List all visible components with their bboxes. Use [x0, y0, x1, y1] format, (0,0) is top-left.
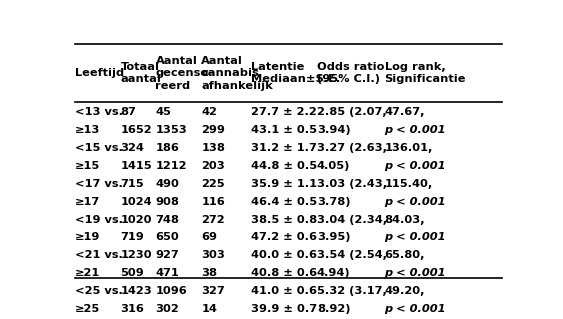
Text: 186: 186 [155, 143, 180, 153]
Text: Totaal
aantal: Totaal aantal [120, 62, 162, 85]
Text: Aantal
gecenso-
reerd: Aantal gecenso- reerd [155, 56, 213, 91]
Text: 31.2 ± 1.7: 31.2 ± 1.7 [252, 143, 318, 153]
Text: 1353: 1353 [155, 125, 187, 135]
Text: 1096: 1096 [155, 286, 187, 296]
Text: 47.2 ± 0.6: 47.2 ± 0.6 [252, 233, 318, 242]
Text: p < 0.001: p < 0.001 [385, 268, 446, 278]
Text: 471: 471 [155, 268, 179, 278]
Text: 136.01,: 136.01, [385, 143, 433, 153]
Text: ≥25: ≥25 [75, 304, 100, 314]
Text: 116: 116 [202, 197, 225, 207]
Text: 324: 324 [120, 143, 145, 153]
Text: 38.5 ± 0.8: 38.5 ± 0.8 [252, 215, 318, 225]
Text: 3.04 (2.34,: 3.04 (2.34, [317, 215, 387, 225]
Text: Aantal
cannabis
afhankelijk: Aantal cannabis afhankelijk [202, 56, 273, 91]
Text: 138: 138 [202, 143, 225, 153]
Text: 715: 715 [120, 179, 144, 189]
Text: 327: 327 [202, 286, 225, 296]
Text: Latentie
Mediaan±S.E.: Latentie Mediaan±S.E. [252, 62, 341, 85]
Text: ≥15: ≥15 [75, 161, 100, 171]
Text: 39.9 ± 0.7: 39.9 ± 0.7 [252, 304, 318, 314]
Text: 44.8 ± 0.5: 44.8 ± 0.5 [252, 161, 318, 171]
Text: 1230: 1230 [120, 250, 152, 260]
Text: 43.1 ± 0.5: 43.1 ± 0.5 [252, 125, 318, 135]
Text: 87: 87 [120, 107, 136, 117]
Text: 35.9 ± 1.1: 35.9 ± 1.1 [252, 179, 318, 189]
Text: 65.80,: 65.80, [385, 250, 425, 260]
Text: <21 vs.: <21 vs. [75, 250, 123, 260]
Text: p < 0.001: p < 0.001 [385, 161, 446, 171]
Text: 316: 316 [120, 304, 145, 314]
Text: Odds ratio
(95% C.I.): Odds ratio (95% C.I.) [317, 62, 385, 85]
Text: 42: 42 [202, 107, 217, 117]
Text: 69: 69 [202, 233, 217, 242]
Text: <19 vs.: <19 vs. [75, 215, 123, 225]
Text: 302: 302 [155, 304, 179, 314]
Text: 3.03 (2.43,: 3.03 (2.43, [317, 179, 387, 189]
Text: 509: 509 [120, 268, 144, 278]
Text: 908: 908 [155, 197, 180, 207]
Text: 490: 490 [155, 179, 180, 189]
Text: 45: 45 [155, 107, 171, 117]
Text: Leeftijd: Leeftijd [75, 68, 124, 78]
Text: 5.32 (3.17,: 5.32 (3.17, [317, 286, 387, 296]
Text: 27.7 ± 2.2: 27.7 ± 2.2 [252, 107, 317, 117]
Text: 49.20,: 49.20, [385, 286, 425, 296]
Text: 272: 272 [202, 215, 225, 225]
Text: 1415: 1415 [120, 161, 152, 171]
Text: 40.0 ± 0.6: 40.0 ± 0.6 [252, 250, 318, 260]
Text: 303: 303 [202, 250, 225, 260]
Text: 1020: 1020 [120, 215, 152, 225]
Text: <15 vs.: <15 vs. [75, 143, 123, 153]
Text: 40.8 ± 0.6: 40.8 ± 0.6 [252, 268, 318, 278]
Text: 203: 203 [202, 161, 225, 171]
Text: <13 vs.: <13 vs. [75, 107, 123, 117]
Text: 3.95): 3.95) [317, 233, 350, 242]
Text: 3.54 (2.54,: 3.54 (2.54, [317, 250, 387, 260]
Text: 299: 299 [202, 125, 225, 135]
Text: <25 vs.: <25 vs. [75, 286, 123, 296]
Text: 3.94): 3.94) [317, 125, 351, 135]
Text: 41.0 ± 0.6: 41.0 ± 0.6 [252, 286, 318, 296]
Text: 1652: 1652 [120, 125, 152, 135]
Text: p < 0.001: p < 0.001 [385, 304, 446, 314]
Text: 46.4 ± 0.5: 46.4 ± 0.5 [252, 197, 318, 207]
Text: Log rank,
Significantie: Log rank, Significantie [385, 62, 466, 85]
Text: 748: 748 [155, 215, 180, 225]
Text: <17 vs.: <17 vs. [75, 179, 123, 189]
Text: 1212: 1212 [155, 161, 187, 171]
Text: p < 0.001: p < 0.001 [385, 125, 446, 135]
Text: 1423: 1423 [120, 286, 153, 296]
Text: ≥21: ≥21 [75, 268, 100, 278]
Text: 719: 719 [120, 233, 144, 242]
Text: p < 0.001: p < 0.001 [385, 233, 446, 242]
Text: 927: 927 [155, 250, 179, 260]
Text: 4.05): 4.05) [317, 161, 350, 171]
Text: 4.94): 4.94) [317, 268, 351, 278]
Text: 2.85 (2.07,: 2.85 (2.07, [317, 107, 387, 117]
Text: ≥19: ≥19 [75, 233, 100, 242]
Text: ≥17: ≥17 [75, 197, 100, 207]
Text: 47.67,: 47.67, [385, 107, 425, 117]
Text: 3.78): 3.78) [317, 197, 350, 207]
Text: 84.03,: 84.03, [385, 215, 425, 225]
Text: 650: 650 [155, 233, 179, 242]
Text: 225: 225 [202, 179, 225, 189]
Text: p < 0.001: p < 0.001 [385, 197, 446, 207]
Text: 38: 38 [202, 268, 217, 278]
Text: 115.40,: 115.40, [385, 179, 433, 189]
Text: 14: 14 [202, 304, 217, 314]
Text: ≥13: ≥13 [75, 125, 100, 135]
Text: 3.27 (2.63,: 3.27 (2.63, [317, 143, 387, 153]
Text: 1024: 1024 [120, 197, 152, 207]
Text: 8.92): 8.92) [317, 304, 350, 314]
